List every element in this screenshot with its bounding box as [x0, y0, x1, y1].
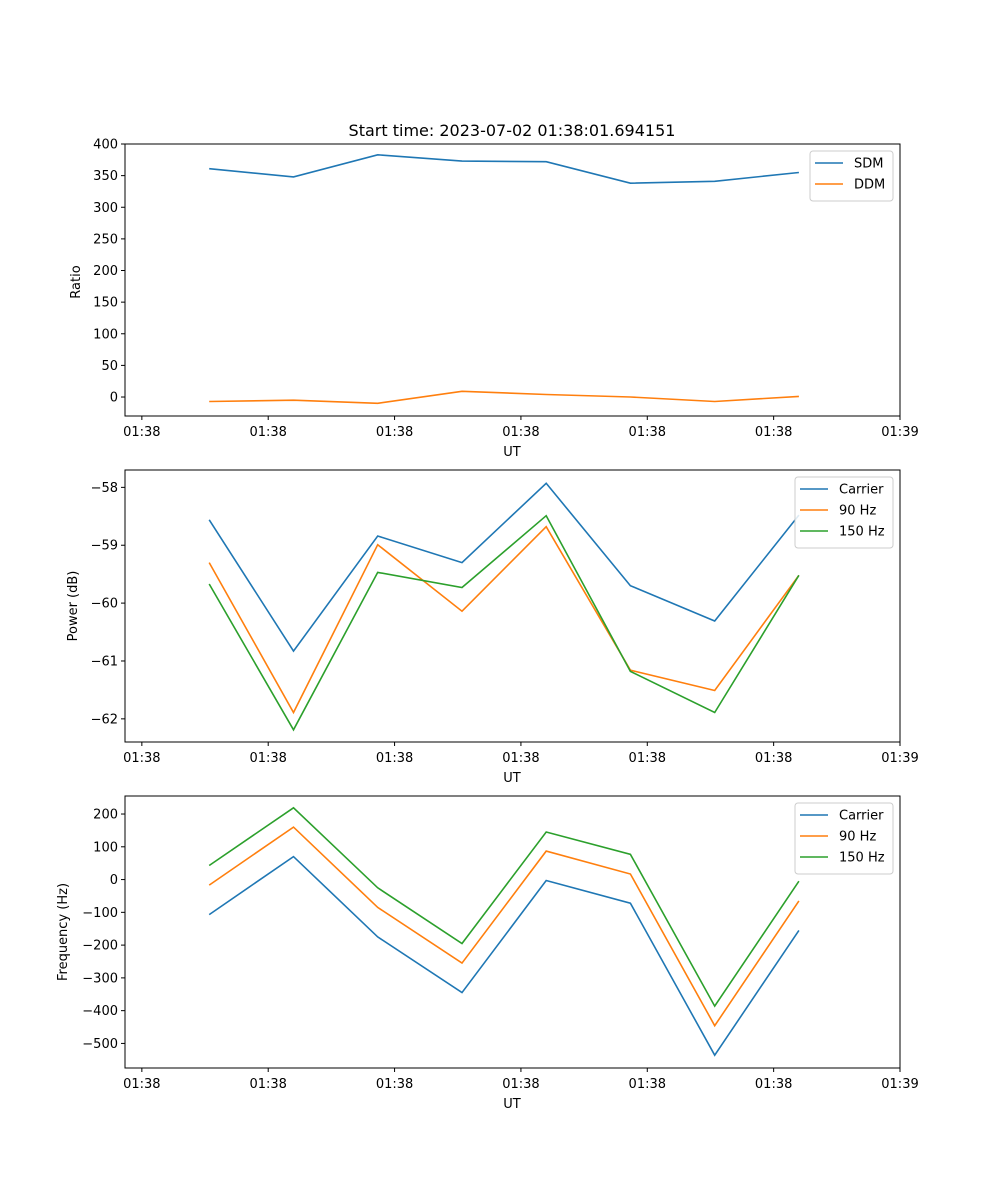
power-plot-frame: [124, 469, 901, 743]
x-tick-label: 01:38: [629, 1077, 666, 1092]
power-tick-layer: −62 −61 −60 −59 −58 01:38 01:38 01:38 01:38 01:38…: [91, 481, 919, 766]
x-tick-label: 01:38: [376, 425, 413, 440]
series-line-150-hz: [208, 514, 800, 732]
frequency-y-axis-label: Frequency (Hz): [56, 883, 71, 981]
y-tick-label: −60: [91, 597, 118, 612]
legend-label-carrier: Carrier: [839, 483, 884, 498]
y-tick-label: 300: [93, 201, 118, 216]
x-tick-label: 01:38: [502, 751, 539, 766]
series-line-carrier: [208, 482, 800, 653]
frequency-legend: Carrier 90 Hz 150 Hz: [794, 802, 894, 875]
y-tick-label: 0: [110, 391, 118, 406]
y-tick-label: 200: [93, 808, 118, 823]
ratio-tick-layer: 0 50 100 150 200 250 300 350 400 01:38 01:38 01:38 0…: [93, 138, 919, 441]
power-y-axis-label: Power (dB): [66, 571, 81, 642]
legend-label-carrier: Carrier: [839, 809, 884, 824]
power-legend: Carrier 90 Hz 150 Hz: [794, 476, 894, 549]
x-tick-label: 01:38: [755, 1077, 792, 1092]
x-tick-label: 01:39: [881, 425, 918, 440]
x-tick-label: 01:38: [629, 425, 666, 440]
y-tick-label: −200: [82, 939, 118, 954]
series-line-150-hz: [208, 806, 800, 1008]
x-tick-label: 01:38: [123, 751, 160, 766]
y-tick-label: −62: [91, 712, 118, 727]
y-tick-label: −500: [82, 1037, 118, 1052]
ratio-plot-frame: [124, 143, 901, 417]
series-line-90-hz: [208, 525, 800, 715]
legend-label-sdm: SDM: [854, 157, 883, 172]
power-series-layer: [208, 482, 800, 732]
y-tick-label: 200: [93, 264, 118, 279]
chart-title: Start time: 2023-07-02 01:38:01.694151: [349, 121, 676, 140]
x-tick-label: 01:39: [881, 1077, 918, 1092]
frequency-plot-frame: [124, 795, 901, 1069]
ratio-x-axis-label: UT: [503, 445, 521, 460]
y-tick-label: −61: [91, 654, 118, 669]
x-tick-label: 01:38: [502, 425, 539, 440]
x-tick-label: 01:38: [249, 425, 286, 440]
x-tick-label: 01:38: [502, 1077, 539, 1092]
x-tick-label: 01:38: [376, 751, 413, 766]
x-tick-label: 01:38: [249, 1077, 286, 1092]
x-tick-label: 01:38: [629, 751, 666, 766]
y-tick-label: −59: [91, 539, 118, 554]
y-tick-label: −400: [82, 1004, 118, 1019]
ratio-series-layer: [209, 153, 799, 405]
y-tick-label: 400: [93, 138, 118, 153]
y-tick-label: 250: [93, 232, 118, 247]
x-tick-label: 01:39: [881, 751, 918, 766]
series-line-carrier: [208, 855, 800, 1057]
frequency-tick-layer: −500 −400 −300 −200 −100 0 100 200 01:38 01:38 01:…: [82, 808, 918, 1092]
series-line-sdm: [209, 153, 799, 185]
frequency-panel: −500 −400 −300 −200 −100 0 100 200 01:38 01:38 01:…: [56, 795, 919, 1112]
x-tick-label: 01:38: [249, 751, 286, 766]
y-tick-label: −58: [91, 481, 118, 496]
x-tick-label: 01:38: [123, 425, 160, 440]
frequency-series-layer: [208, 806, 800, 1057]
y-tick-label: 0: [110, 873, 118, 888]
legend-label-90-hz: 90 Hz: [839, 830, 876, 845]
power-x-axis-label: UT: [503, 771, 521, 786]
ratio-legend: SDM DDM: [809, 150, 894, 202]
series-line-90-hz: [208, 826, 800, 1028]
legend-label-90-hz: 90 Hz: [839, 504, 876, 519]
legend-label-ddm: DDM: [854, 178, 885, 193]
y-tick-label: 150: [93, 296, 118, 311]
x-tick-label: 01:38: [755, 751, 792, 766]
x-tick-label: 01:38: [123, 1077, 160, 1092]
y-tick-label: 100: [93, 327, 118, 342]
y-tick-label: 100: [93, 840, 118, 855]
legend-label-150-hz: 150 Hz: [839, 525, 885, 540]
y-tick-label: −300: [82, 971, 118, 986]
x-tick-label: 01:38: [755, 425, 792, 440]
ratio-y-axis-label: Ratio: [69, 265, 84, 298]
legend-label-150-hz: 150 Hz: [839, 851, 885, 866]
y-tick-label: 50: [101, 359, 118, 374]
y-tick-label: 350: [93, 169, 118, 184]
ratio-panel: Start time: 2023-07-02 01:38:01.694151 0…: [69, 121, 919, 460]
y-tick-label: −100: [82, 906, 118, 921]
series-line-ddm: [209, 390, 799, 405]
power-panel: −62 −61 −60 −59 −58 01:38 01:38 01:38 01:38 01:38…: [66, 469, 919, 786]
frequency-x-axis-label: UT: [503, 1097, 521, 1112]
x-tick-label: 01:38: [376, 1077, 413, 1092]
